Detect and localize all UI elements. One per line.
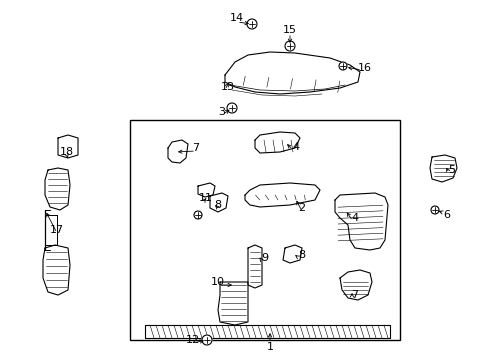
- Circle shape: [202, 335, 212, 345]
- Text: 9: 9: [261, 253, 268, 263]
- Bar: [130, 120, 399, 340]
- Text: 10: 10: [210, 277, 224, 287]
- Text: 3: 3: [218, 107, 225, 117]
- Text: 18: 18: [60, 147, 74, 157]
- Text: 1: 1: [266, 342, 273, 352]
- Text: 17: 17: [50, 225, 64, 235]
- Text: 4: 4: [292, 142, 299, 152]
- Circle shape: [194, 211, 202, 219]
- Text: 8: 8: [298, 250, 305, 260]
- Text: 15: 15: [283, 25, 296, 35]
- Circle shape: [246, 19, 257, 29]
- Text: 13: 13: [221, 82, 235, 92]
- Text: 12: 12: [185, 335, 200, 345]
- Circle shape: [338, 62, 346, 70]
- Text: 16: 16: [357, 63, 371, 73]
- Text: 11: 11: [199, 193, 213, 203]
- Text: 2: 2: [298, 203, 305, 213]
- Circle shape: [285, 41, 294, 51]
- Text: 4: 4: [351, 213, 358, 223]
- Circle shape: [226, 103, 237, 113]
- Text: 6: 6: [443, 210, 449, 220]
- Text: 14: 14: [229, 13, 244, 23]
- Circle shape: [430, 206, 438, 214]
- Text: 5: 5: [447, 165, 454, 175]
- Text: 7: 7: [351, 290, 358, 300]
- Text: 8: 8: [214, 200, 221, 210]
- Text: 7: 7: [192, 143, 199, 153]
